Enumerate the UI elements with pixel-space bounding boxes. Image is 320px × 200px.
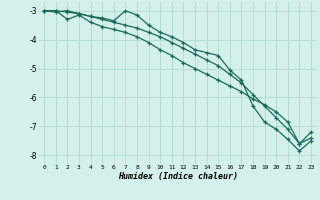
X-axis label: Humidex (Indice chaleur): Humidex (Indice chaleur): [118, 172, 238, 181]
